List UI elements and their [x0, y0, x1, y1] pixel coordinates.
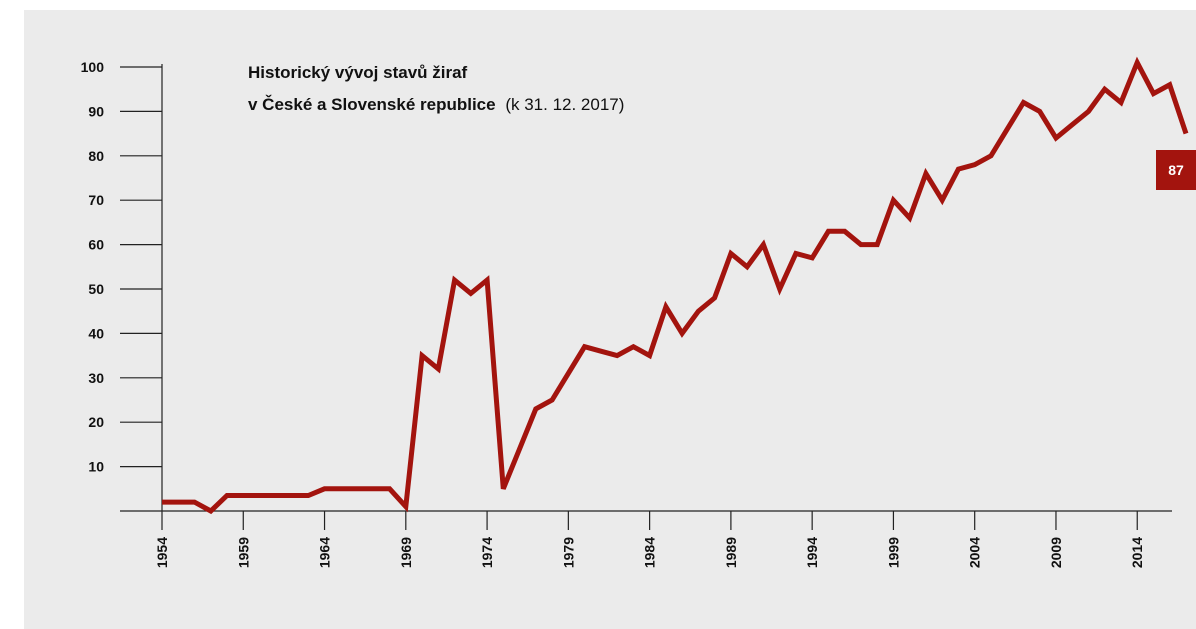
y-tick-label: 10: [88, 459, 104, 475]
chart-panel: [24, 10, 1196, 629]
y-tick-label: 60: [88, 237, 104, 253]
y-tick-label: 40: [88, 325, 104, 341]
x-tick-label: 1984: [642, 537, 658, 568]
chart-title-line1: Historický vývoj stavů žiraf: [248, 63, 468, 82]
callout-box: [1156, 150, 1196, 190]
y-tick-label: 30: [88, 370, 104, 386]
chart-title-line2: v České a Slovenské republice (k 31. 12.…: [248, 95, 624, 114]
y-tick-label: 20: [88, 414, 104, 430]
series-line: [162, 56, 1189, 515]
y-tick-label: 50: [88, 281, 104, 297]
y-tick-label: 100: [81, 59, 105, 75]
x-tick-label: 2004: [967, 537, 983, 568]
y-axis-ticks: 10 20 30 40 50 60 70 80 90 100: [81, 59, 105, 475]
y-tick-label: 80: [88, 148, 104, 164]
x-tick-label: 2009: [1048, 537, 1064, 568]
y-tick-label: 70: [88, 192, 104, 208]
x-tick-label: 1994: [804, 537, 820, 568]
x-tick-label: 1959: [235, 537, 251, 568]
chart-title-date: (k 31. 12. 2017): [505, 95, 624, 114]
callout-label: 87: [1168, 162, 1184, 178]
x-tick-label: 2014: [1129, 537, 1145, 568]
x-tick-label: 1969: [398, 537, 414, 568]
axes: [120, 64, 1172, 530]
x-tick-label: 1979: [560, 537, 576, 568]
x-tick-label: 1954: [154, 537, 170, 568]
x-tick-label: 1989: [723, 537, 739, 568]
value-callout: 87: [1156, 150, 1196, 190]
x-tick-label: 1974: [479, 537, 495, 568]
y-tick-label: 90: [88, 103, 104, 119]
x-tick-label: 1964: [317, 537, 333, 568]
chart-title-line2-bold: v České a Slovenské republice: [248, 95, 496, 114]
x-axis-ticks: 1954 1959 1964 1969 1974 1979 1984 1989 1994 1999…: [154, 537, 1145, 568]
x-tick-label: 1999: [885, 537, 901, 568]
